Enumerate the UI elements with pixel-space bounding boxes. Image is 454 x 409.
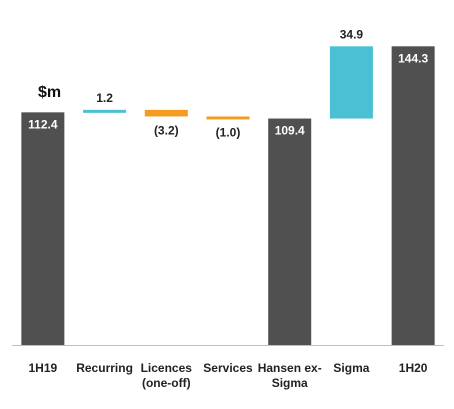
data-label-5: 109.4 (275, 124, 305, 138)
data-label-7: 144.3 (398, 51, 428, 65)
data-label-6: 34.9 (340, 27, 364, 41)
data-label-2: 1.2 (96, 91, 113, 105)
bar-6 (329, 46, 373, 119)
bar-5 (268, 118, 312, 346)
unit-label: $m (38, 84, 62, 101)
category-label-3: Licences (one-off) (141, 361, 193, 390)
bar-1 (21, 112, 65, 345)
category-label-6: Sigma (333, 361, 369, 375)
bar-4 (206, 116, 250, 120)
bar-3 (144, 109, 188, 117)
category-label-5: Hansen ex-Sigma (258, 361, 322, 390)
data-label-4: (1.0) (216, 126, 241, 140)
category-label-7: 1H20 (399, 361, 428, 375)
bar-2 (83, 109, 127, 113)
category-label-1: 1H19 (29, 361, 58, 375)
data-label-1: 112.4 (28, 117, 58, 131)
category-label-4: Services (203, 361, 253, 375)
bar-7 (391, 46, 435, 345)
data-label-3: (3.2) (154, 123, 179, 137)
category-label-2: Recurring (76, 361, 133, 375)
